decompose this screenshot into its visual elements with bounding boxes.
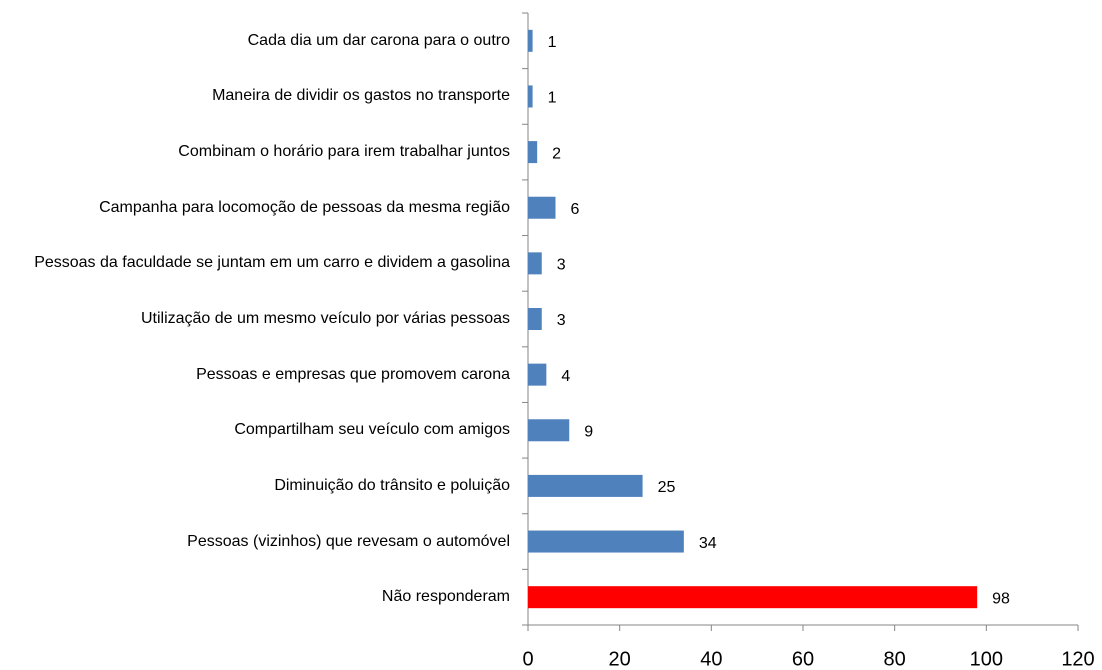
data-label: 34	[699, 535, 717, 552]
y-tick-label-box: Pessoas (vizinhos) que revesam o automóv…	[0, 531, 510, 553]
data-label: 6	[571, 201, 580, 218]
data-label: 1	[548, 34, 557, 51]
bar	[528, 308, 542, 330]
y-tick-label: Pessoas da faculdade se juntam em um car…	[34, 254, 510, 272]
y-tick-label: Campanha para locomoção de pessoas da me…	[99, 198, 510, 216]
y-tick-label-box: Campanha para locomoção de pessoas da me…	[0, 197, 510, 219]
y-tick-label-box: Não responderam	[0, 586, 510, 608]
bar	[528, 85, 533, 108]
data-label: 98	[992, 590, 1010, 607]
y-tick-label-box: Pessoas e empresas que promovem carona	[0, 364, 510, 386]
y-tick-label: Diminuição do trânsito e poluição	[274, 476, 510, 494]
x-tick-label: 20	[609, 648, 631, 670]
x-tick-label: 120	[1061, 648, 1094, 670]
y-tick-label-box: Combinam o horário para irem trabalhar j…	[0, 141, 510, 163]
bar	[528, 474, 643, 497]
data-label: 25	[658, 479, 676, 496]
bar	[528, 252, 542, 275]
bar	[528, 530, 684, 553]
bar	[528, 196, 556, 219]
x-tick-label: 100	[970, 648, 1003, 670]
data-label: 4	[561, 368, 570, 385]
y-tick-label: Compartilham seu veículo com amigos	[234, 421, 510, 439]
y-tick-label-box: Pessoas da faculdade se juntam em um car…	[0, 252, 510, 274]
bar	[528, 141, 538, 164]
data-label: 2	[552, 145, 561, 162]
y-tick-label: Pessoas e empresas que promovem carona	[196, 365, 510, 383]
x-tick-label: 40	[700, 648, 722, 670]
data-label: 3	[557, 257, 566, 274]
y-tick-label: Cada dia um dar carona para o outro	[247, 31, 510, 49]
x-tick-label: 60	[792, 648, 814, 670]
data-label: 3	[557, 312, 566, 329]
x-tick-label: 80	[884, 648, 906, 670]
y-tick-label: Pessoas (vizinhos) que revesam o automóv…	[187, 532, 510, 550]
bar	[528, 29, 533, 52]
y-tick-label-box: Maneira de dividir os gastos no transpor…	[0, 85, 510, 107]
y-tick-label-box: Compartilham seu veículo com amigos	[0, 419, 510, 441]
x-tick-label: 0	[522, 648, 533, 670]
bar	[528, 363, 547, 386]
bar	[528, 586, 978, 609]
y-tick-label-box: Cada dia um dar carona para o outro	[0, 30, 510, 52]
y-tick-label: Utilização de um mesmo veículo por vária…	[140, 310, 510, 327]
data-label: 1	[548, 90, 557, 107]
bar	[528, 419, 570, 442]
data-label: 9	[584, 423, 593, 440]
y-tick-label: Não responderam	[381, 588, 510, 606]
y-tick-label: Combinam o horário para irem trabalhar j…	[178, 143, 510, 161]
y-tick-label: Maneira de dividir os gastos no transpor…	[212, 87, 510, 105]
y-tick-label-box: Diminuição do trânsito e poluição	[0, 475, 510, 497]
y-tick-label-box: Utilização de um mesmo veículo por vária…	[0, 308, 510, 330]
